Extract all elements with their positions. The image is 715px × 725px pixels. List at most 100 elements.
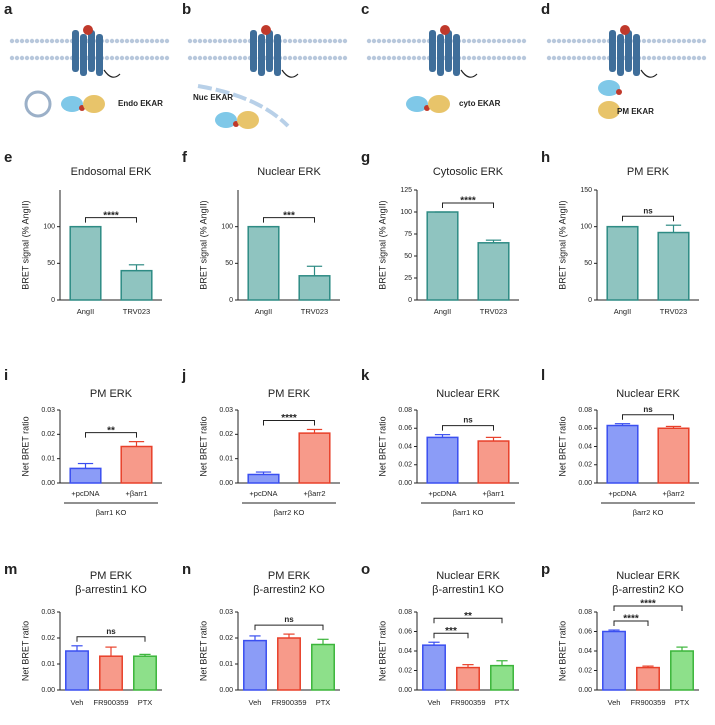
bar — [120, 445, 153, 484]
lipid — [366, 55, 372, 61]
x-tick-label: FR900359 — [271, 698, 306, 707]
y-tick-label: 0.00 — [219, 687, 233, 694]
y-tick-label: 0.01 — [219, 661, 233, 668]
bar — [477, 242, 510, 301]
lipid — [506, 38, 512, 44]
y-tick-label: 0.00 — [398, 480, 412, 487]
lipid — [391, 55, 397, 61]
lipid — [661, 38, 667, 44]
y-axis-label: Net BRET ratio — [377, 621, 387, 681]
receptor-helix — [445, 30, 452, 72]
lipid — [511, 38, 517, 44]
bar — [247, 225, 280, 301]
significance-bracket — [622, 215, 674, 222]
lipid — [227, 38, 233, 44]
y-tick-label: 25 — [404, 275, 412, 282]
lipid — [197, 38, 203, 44]
lipid — [14, 55, 20, 61]
bar — [426, 436, 459, 484]
lipid — [109, 38, 115, 44]
diagram — [366, 25, 527, 113]
lipid — [29, 38, 35, 44]
lipid — [511, 55, 517, 61]
lipid — [59, 38, 65, 44]
y-tick-label: 50 — [584, 260, 592, 267]
lipid — [381, 38, 387, 44]
lipid — [49, 55, 55, 61]
lipid — [691, 38, 697, 44]
error-bar — [608, 629, 620, 632]
error-bar — [71, 645, 83, 651]
y-tick-label: 0.02 — [41, 431, 55, 438]
chart-title: PM ERK — [90, 570, 133, 582]
panel-letter: j — [181, 367, 186, 384]
x-tick-label: AngII — [614, 307, 632, 316]
receptor-helix — [96, 34, 103, 76]
lipid — [406, 38, 412, 44]
y-axis-label: BRET signal (% AngII) — [557, 200, 567, 289]
bar — [606, 225, 639, 301]
x-tick-label: +βarr2 — [662, 489, 684, 498]
x-tick-label: PTX — [675, 698, 690, 707]
panel-letter: p — [541, 561, 550, 578]
lipid — [646, 38, 652, 44]
lipid — [406, 55, 412, 61]
lipid — [646, 55, 652, 61]
y-tick-label: 0.08 — [578, 407, 592, 414]
lipid — [401, 55, 407, 61]
y-tick-label: 0.03 — [41, 609, 55, 616]
significance-label: ** — [464, 611, 472, 622]
lipid — [54, 55, 60, 61]
lipid — [546, 55, 552, 61]
panel-letter: a — [4, 1, 13, 18]
y-tick-label: 0.02 — [578, 667, 592, 674]
lipid — [471, 38, 477, 44]
lipid — [49, 38, 55, 44]
lipid — [656, 38, 662, 44]
lipid — [586, 38, 592, 44]
y-tick-label: 0.00 — [41, 480, 55, 487]
bar — [606, 424, 639, 484]
x-tick-label: AngII — [77, 307, 95, 316]
sensor-label: PM EKAR — [617, 107, 654, 116]
lipid — [416, 55, 422, 61]
nuclear-envelope — [197, 84, 290, 128]
ligand — [440, 25, 450, 35]
lipid — [681, 55, 687, 61]
lipid — [491, 55, 497, 61]
error-bar — [434, 434, 451, 438]
receptor-helix — [72, 30, 79, 72]
sensor-blue — [215, 112, 237, 128]
lipid — [9, 55, 15, 61]
receptor-tail — [640, 69, 658, 78]
y-axis-label: Net BRET ratio — [198, 416, 208, 476]
lipid — [596, 38, 602, 44]
lipid — [164, 55, 170, 61]
significance-bracket — [263, 217, 315, 223]
sensor-red — [616, 89, 622, 95]
lipid — [129, 38, 135, 44]
y-tick-label: 0.00 — [578, 687, 592, 694]
chart-title: PM ERK — [268, 570, 311, 582]
lipid — [297, 38, 303, 44]
lipid — [666, 38, 672, 44]
bar — [243, 639, 267, 691]
lipid — [556, 38, 562, 44]
lipid — [396, 55, 402, 61]
x-tick-label: FR900359 — [93, 698, 128, 707]
lipid — [134, 38, 140, 44]
chart-title: Nuclear ERK — [616, 570, 680, 582]
lipid — [701, 38, 707, 44]
panel-letter: f — [182, 149, 188, 166]
lipid — [386, 55, 392, 61]
x-tick-label: TRV023 — [660, 307, 687, 316]
chart-title: Nuclear ERK — [436, 388, 500, 400]
x-tick-label: +pcDNA — [249, 489, 277, 498]
lipid — [686, 55, 692, 61]
lipid — [496, 38, 502, 44]
panel-letter: d — [541, 1, 550, 18]
y-tick-label: 75 — [404, 231, 412, 238]
lipid — [571, 38, 577, 44]
lipid — [34, 55, 40, 61]
sensor-yellow — [83, 95, 105, 113]
